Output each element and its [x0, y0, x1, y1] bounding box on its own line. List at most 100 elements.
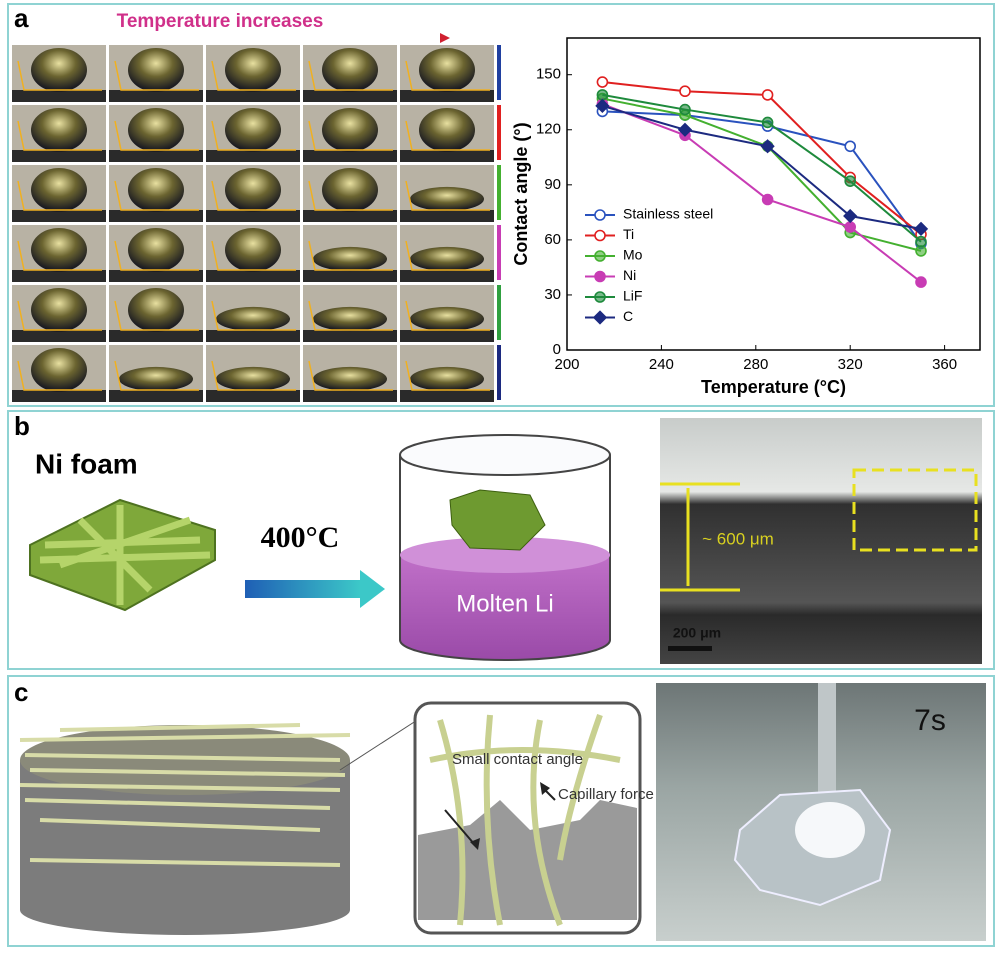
row-color-bar — [497, 105, 501, 160]
thickness-label: ~ 600 μm — [702, 529, 774, 548]
y-tick-label: 0 — [553, 341, 561, 358]
angle-lines — [211, 300, 296, 331]
droplet — [225, 168, 281, 212]
droplet — [128, 288, 184, 332]
angle-lines — [308, 300, 393, 331]
marker — [679, 103, 691, 116]
marker — [594, 250, 606, 262]
plot-frame — [566, 37, 981, 351]
x-tick-label: 280 — [743, 356, 768, 373]
x-tick-label: 200 — [554, 356, 579, 373]
photo-floor — [400, 390, 494, 402]
photo-floor — [303, 330, 397, 342]
photo-floor — [400, 330, 494, 342]
zoom-inset — [413, 701, 642, 935]
panel-label: a — [14, 3, 29, 33]
angle-lines — [308, 180, 393, 211]
angle-lines — [114, 240, 199, 271]
droplet — [322, 168, 378, 212]
row-color-bar — [497, 285, 501, 340]
droplet — [128, 168, 184, 212]
angle-lines — [211, 180, 296, 211]
zoom-lines — [339, 714, 426, 771]
process-arrowhead — [360, 570, 385, 608]
photo-floor — [400, 210, 494, 222]
droplet — [31, 228, 87, 272]
marker — [761, 89, 774, 101]
droplet — [313, 366, 387, 392]
marker — [761, 116, 774, 129]
process-arrow — [245, 580, 360, 598]
marker — [592, 310, 608, 325]
photo-floor — [12, 150, 106, 162]
row-color-bar — [497, 345, 501, 400]
angle-lines — [211, 240, 296, 271]
angle-lines — [405, 360, 490, 391]
marker — [679, 85, 691, 98]
marker — [594, 229, 606, 242]
droplet — [410, 306, 484, 332]
droplet — [419, 108, 475, 152]
droplet — [322, 108, 378, 152]
row-color-bar — [497, 165, 501, 220]
photo-floor — [109, 210, 203, 222]
droplet — [410, 366, 484, 392]
angle-lines — [114, 180, 199, 211]
droplet — [31, 108, 87, 152]
panel-label: b — [14, 411, 30, 441]
photo-floor — [206, 270, 300, 282]
panel-frame — [7, 410, 995, 670]
marker — [596, 76, 609, 88]
marker — [594, 291, 606, 303]
photo-floor — [109, 330, 203, 342]
photo-floor — [12, 390, 106, 402]
photo-floor — [303, 90, 397, 102]
droplet — [322, 48, 378, 92]
droplet — [225, 108, 281, 152]
panel-frame — [7, 675, 995, 947]
photo-floor — [12, 270, 106, 282]
marker — [677, 122, 693, 137]
callout-right: Capillary force — [558, 786, 654, 803]
photo-c — [656, 683, 986, 941]
banner-text: Temperature increases — [117, 11, 324, 32]
ni-foam — [29, 498, 216, 612]
photo-floor — [400, 90, 494, 102]
angle-lines — [114, 300, 199, 331]
droplet — [31, 348, 87, 392]
photo-floor — [206, 150, 300, 162]
photo-floor — [206, 390, 300, 402]
photo-floor — [400, 270, 494, 282]
x-axis-label: Temperature (°C) — [701, 377, 846, 397]
x-tick-label: 240 — [649, 356, 674, 373]
legend-label: Ni — [623, 267, 636, 283]
droplet — [225, 48, 281, 92]
marker — [915, 235, 927, 248]
marker — [594, 270, 606, 283]
legend-label: Mo — [623, 247, 643, 263]
photo-floor — [303, 210, 397, 222]
marker — [915, 276, 927, 288]
photo-floor — [109, 150, 203, 162]
angle-lines — [114, 60, 199, 91]
photo-floor — [109, 270, 203, 282]
y-tick-label: 30 — [544, 286, 561, 303]
angle-lines — [17, 240, 102, 271]
angle-lines — [405, 60, 490, 91]
sem-image — [660, 418, 982, 664]
angle-lines — [405, 120, 490, 151]
angle-lines — [114, 120, 199, 151]
photo-floor — [12, 90, 106, 102]
scale-bar-label: 200 μm — [673, 625, 721, 641]
legend-label: LiF — [623, 288, 642, 304]
droplet — [31, 288, 87, 332]
x-tick-label: 360 — [932, 356, 957, 373]
angle-lines — [308, 240, 393, 271]
y-tick-label: 150 — [536, 66, 561, 83]
foam-label: Ni foam — [35, 448, 138, 479]
marker — [594, 209, 606, 221]
x-tick-label: 320 — [838, 356, 863, 373]
angle-lines — [308, 60, 393, 91]
arrow-label: 400°C — [261, 521, 340, 554]
marker — [596, 89, 609, 101]
